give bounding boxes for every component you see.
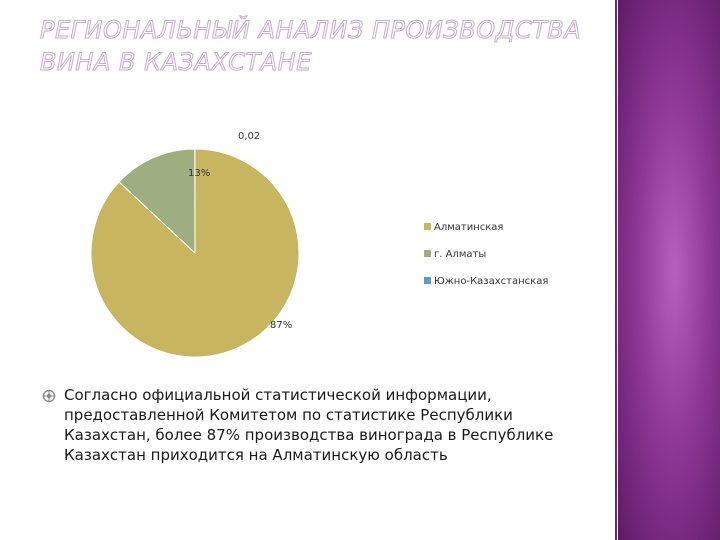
data-label-1: 87% [270,320,292,331]
legend-label-2: г. Алматы [434,249,486,260]
data-label-3: 0,02 [238,131,260,142]
slide-title: РЕГИОНАЛЬНЫЙ АНАЛИЗ ПРОИЗВОДСТВА ВИНА В … [40,16,582,77]
pie-slices [90,148,300,358]
data-label-2: 13% [188,168,210,179]
pie-slice-1 [90,148,300,358]
legend-label-1: Алматинская [434,222,503,233]
pie-data-labels: 87% 13% 0,02 [188,131,292,331]
pie-slice-2 [118,148,196,255]
chart-legend: Алматинская г. Алматы Южно-Казахстанская [424,222,548,287]
side-divider [615,0,617,540]
legend-swatch-2 [424,250,431,257]
decorative-side-panel [618,0,720,540]
legend-swatch-3 [424,277,431,284]
target-bullet-icon [42,389,56,403]
legend-label-3: Южно-Казахстанская [434,276,548,287]
pie-chart: 87% 13% 0,02 Алматинская г. Алматы Южно-Каза… [90,131,548,358]
legend-swatch-1 [424,223,431,230]
bullet-text: Согласно официальной статистической инфо… [64,386,554,464]
